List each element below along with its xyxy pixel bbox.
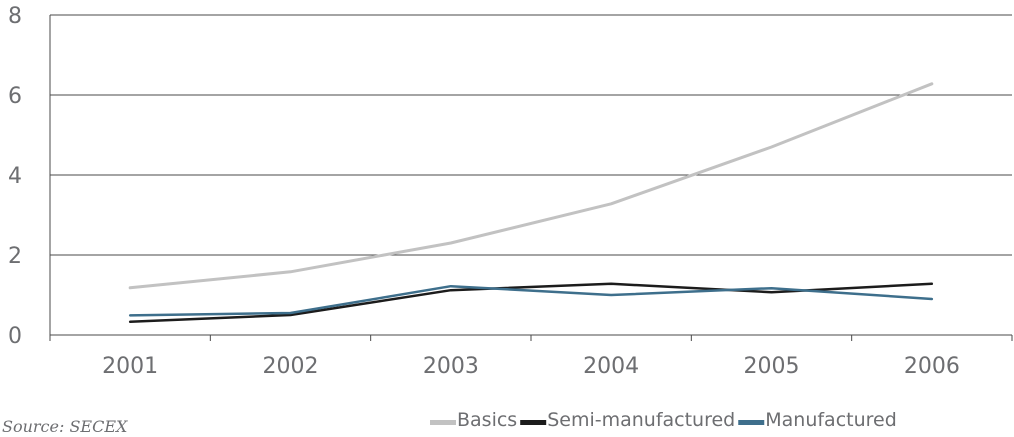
legend-swatch-semi-manufactured	[520, 420, 547, 425]
gridlines	[50, 14, 1012, 256]
series-lines	[128, 82, 934, 324]
legend-label-manufactured: Manufactured	[765, 409, 897, 431]
source-note: Source: SECEX	[2, 417, 128, 436]
legend-label-semi-manufactured: Semi-manufactured	[547, 409, 735, 431]
y-tick-2: 2	[8, 244, 22, 269]
legend-swatch-manufactured	[738, 420, 765, 425]
axes	[49, 15, 1013, 341]
series-line-manufactured	[128, 284, 934, 317]
x-tick-2006: 2006	[904, 354, 960, 379]
x-tick-2001: 2001	[102, 354, 158, 379]
legend-label-basics: Basics	[457, 409, 517, 431]
x-tick-2004: 2004	[583, 354, 639, 379]
y-tick-4: 4	[8, 164, 22, 189]
x-tick-2002: 2002	[263, 354, 319, 379]
legend-swatch-basics	[430, 420, 456, 425]
legend: Basics Semi-manufactured Manufactured	[430, 409, 897, 431]
x-tick-2003: 2003	[423, 354, 479, 379]
y-tick-labels: 0 2 4 6 8	[8, 4, 22, 349]
x-tick-labels: 2001 2002 2003 2004 2005 2006	[102, 354, 960, 379]
series-line-basics	[128, 82, 934, 290]
y-tick-8: 8	[8, 4, 22, 29]
x-tick-2005: 2005	[744, 354, 800, 379]
y-tick-6: 6	[8, 84, 22, 109]
y-tick-0: 0	[8, 324, 22, 349]
